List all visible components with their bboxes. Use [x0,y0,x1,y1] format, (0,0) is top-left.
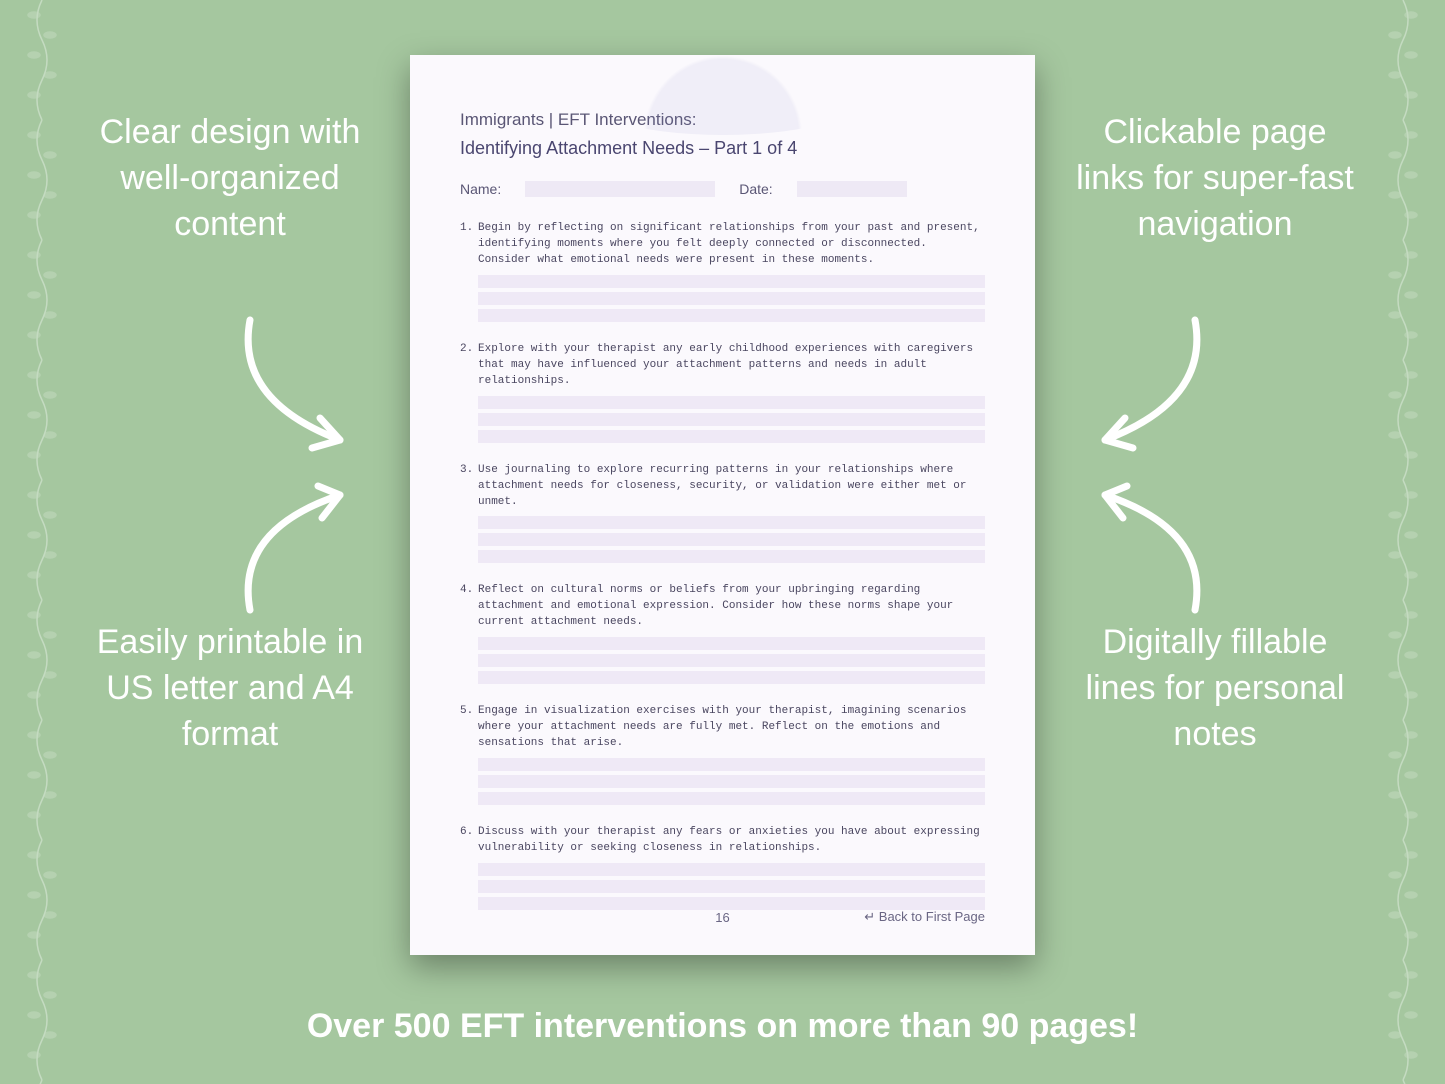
question-text: Discuss with your therapist any fears or… [478,825,985,857]
date-field[interactable] [797,181,907,197]
worksheet-page: Immigrants | EFT Interventions: Identify… [410,55,1035,955]
answer-lines[interactable] [478,863,985,910]
back-to-first-link[interactable]: ↵ Back to First Page [864,909,985,925]
fillable-line[interactable] [478,292,985,305]
fillable-line[interactable] [478,396,985,409]
question-prompt: 2.Explore with your therapist any early … [460,342,985,390]
arrow-top-left-icon [210,300,380,470]
arrow-top-right-icon [1065,300,1235,470]
page-number: 16 [715,910,729,925]
answer-lines[interactable] [478,516,985,563]
fillable-line[interactable] [478,654,985,667]
fillable-line[interactable] [478,897,985,910]
fillable-line[interactable] [478,516,985,529]
fillable-line[interactable] [478,430,985,443]
callout-top-right: Clickable page links for super-fast navi… [1065,110,1365,248]
question-number: 5. [460,704,478,752]
fillable-line[interactable] [478,533,985,546]
callout-top-left: Clear design with well-organized content [80,110,380,248]
question-item: 3.Use journaling to explore recurring pa… [460,463,985,564]
fillable-line[interactable] [478,671,985,684]
question-item: 1.Begin by reflecting on significant rel… [460,221,985,322]
fillable-line[interactable] [478,413,985,426]
bottom-banner: Over 500 EFT interventions on more than … [0,1007,1445,1046]
fillable-line[interactable] [478,758,985,771]
fillable-line[interactable] [478,792,985,805]
questions-list: 1.Begin by reflecting on significant rel… [460,221,985,910]
question-prompt: 6.Discuss with your therapist any fears … [460,825,985,857]
question-prompt: 5.Engage in visualization exercises with… [460,704,985,752]
answer-lines[interactable] [478,396,985,443]
callout-bottom-left: Easily printable in US letter and A4 for… [80,620,380,758]
page-footer: 16 ↵ Back to First Page [460,909,985,925]
arrow-bottom-right-icon [1065,480,1235,630]
question-number: 3. [460,463,478,511]
question-number: 2. [460,342,478,390]
question-item: 2.Explore with your therapist any early … [460,342,985,443]
question-prompt: 1.Begin by reflecting on significant rel… [460,221,985,269]
answer-lines[interactable] [478,637,985,684]
question-number: 4. [460,583,478,631]
callout-bottom-right: Digitally fillable lines for personal no… [1065,620,1365,758]
name-field[interactable] [525,181,715,197]
question-prompt: 4.Reflect on cultural norms or beliefs f… [460,583,985,631]
fillable-line[interactable] [478,880,985,893]
question-prompt: 3.Use journaling to explore recurring pa… [460,463,985,511]
fillable-line[interactable] [478,775,985,788]
question-text: Use journaling to explore recurring patt… [478,463,985,511]
fillable-line[interactable] [478,550,985,563]
answer-lines[interactable] [478,758,985,805]
question-number: 1. [460,221,478,269]
question-item: 5.Engage in visualization exercises with… [460,704,985,805]
question-text: Begin by reflecting on significant relat… [478,221,985,269]
date-label: Date: [739,181,772,197]
fillable-line[interactable] [478,637,985,650]
question-item: 4.Reflect on cultural norms or beliefs f… [460,583,985,684]
fillable-line[interactable] [478,863,985,876]
question-text: Reflect on cultural norms or beliefs fro… [478,583,985,631]
header-line-1: Immigrants | EFT Interventions: [460,110,985,130]
meta-row: Name: Date: [460,181,985,197]
arrow-bottom-left-icon [210,480,380,630]
answer-lines[interactable] [478,275,985,322]
question-number: 6. [460,825,478,857]
header-line-2: Identifying Attachment Needs – Part 1 of… [460,138,985,159]
question-text: Explore with your therapist any early ch… [478,342,985,390]
decorative-vine-right [1373,0,1433,1084]
question-text: Engage in visualization exercises with y… [478,704,985,752]
question-item: 6.Discuss with your therapist any fears … [460,825,985,910]
fillable-line[interactable] [478,275,985,288]
page-header: Immigrants | EFT Interventions: Identify… [460,110,985,159]
name-label: Name: [460,181,501,197]
fillable-line[interactable] [478,309,985,322]
decorative-vine-left [12,0,72,1084]
